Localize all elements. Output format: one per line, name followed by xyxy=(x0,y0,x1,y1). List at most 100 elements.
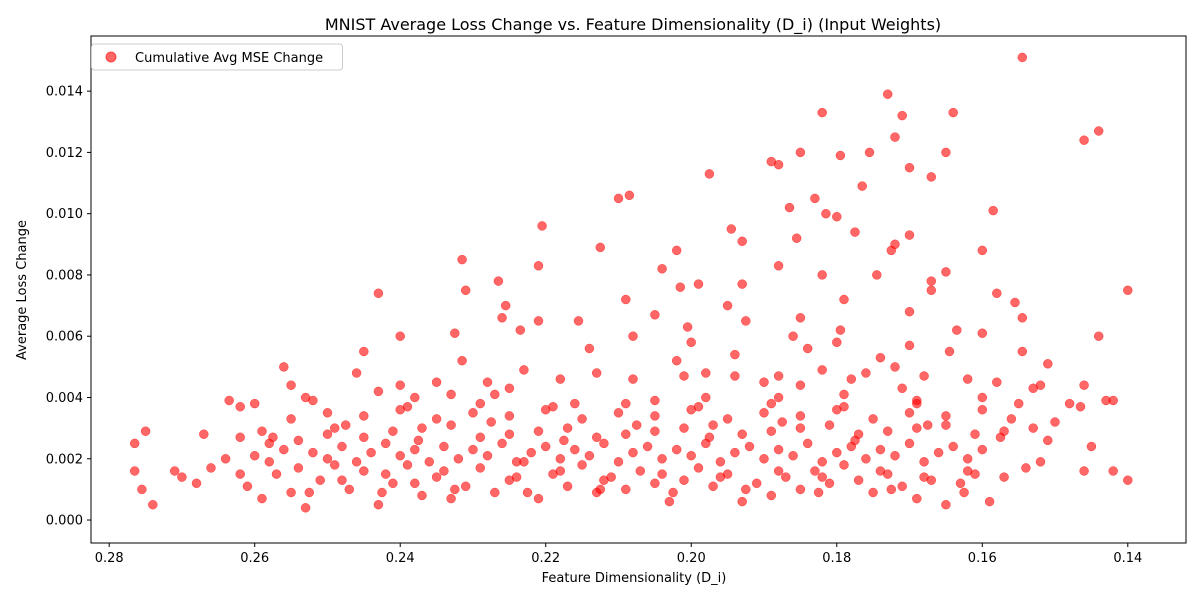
data-point xyxy=(737,279,747,289)
data-point xyxy=(1079,380,1089,390)
data-point xyxy=(919,472,929,482)
data-point xyxy=(570,398,580,409)
data-point xyxy=(359,466,369,476)
data-point xyxy=(613,408,624,418)
data-point xyxy=(1093,126,1104,136)
data-point xyxy=(817,270,827,280)
data-point xyxy=(490,389,500,400)
data-point xyxy=(810,466,820,476)
data-point xyxy=(1021,463,1031,473)
data-point xyxy=(562,423,573,433)
data-point xyxy=(926,285,937,296)
data-point xyxy=(519,365,529,375)
data-point xyxy=(271,469,282,479)
data-point xyxy=(741,484,751,495)
data-point xyxy=(657,454,667,464)
data-point xyxy=(992,377,1002,387)
data-point xyxy=(904,438,915,449)
data-point xyxy=(482,450,493,461)
chart-title: MNIST Average Loss Change vs. Feature Di… xyxy=(325,15,941,35)
data-point xyxy=(701,368,711,378)
y-tick-label: 0.012 xyxy=(46,146,83,161)
data-point xyxy=(351,368,362,378)
data-point xyxy=(562,481,573,492)
data-point xyxy=(882,89,893,99)
data-point xyxy=(984,496,995,507)
data-point xyxy=(460,481,471,492)
data-point xyxy=(886,245,897,256)
data-point xyxy=(570,444,580,455)
data-point xyxy=(431,377,442,387)
data-point xyxy=(933,447,944,458)
data-point xyxy=(468,444,478,455)
data-point xyxy=(500,300,511,311)
data-point xyxy=(286,380,296,390)
data-point xyxy=(904,408,915,418)
data-point xyxy=(380,438,391,449)
x-tick-label: 0.22 xyxy=(531,551,560,566)
data-point xyxy=(839,460,849,470)
y-tick-label: 0.006 xyxy=(46,330,83,345)
data-point xyxy=(904,162,915,173)
data-point xyxy=(795,423,806,433)
data-point xyxy=(1108,466,1118,476)
data-point xyxy=(944,346,955,357)
data-point xyxy=(410,444,420,455)
data-point xyxy=(668,487,678,498)
x-tick-label: 0.18 xyxy=(822,551,851,566)
data-point xyxy=(693,463,704,473)
data-point xyxy=(373,288,384,299)
data-point xyxy=(373,499,384,510)
data-point xyxy=(904,230,915,240)
legend-marker xyxy=(105,51,117,63)
data-point xyxy=(744,441,755,452)
data-point xyxy=(631,420,642,430)
y-tick-label: 0.002 xyxy=(46,452,83,467)
data-point xyxy=(417,490,427,501)
data-point xyxy=(722,414,733,424)
data-point xyxy=(904,306,915,317)
data-point xyxy=(664,496,675,507)
data-point xyxy=(1006,414,1017,424)
data-point xyxy=(220,454,231,464)
data-point xyxy=(573,316,584,326)
data-point xyxy=(795,484,806,495)
data-point xyxy=(191,478,202,489)
data-point xyxy=(395,380,405,390)
data-point xyxy=(475,432,486,443)
data-point xyxy=(832,337,842,348)
data-point xyxy=(773,261,784,271)
data-point xyxy=(788,450,798,461)
x-tick-label: 0.16 xyxy=(968,551,997,566)
plot-frame xyxy=(90,35,1187,544)
data-point xyxy=(897,481,907,492)
data-point xyxy=(137,484,147,495)
data-point xyxy=(766,398,777,409)
data-point xyxy=(457,254,467,265)
data-point xyxy=(293,435,304,446)
data-point xyxy=(249,398,260,409)
data-point xyxy=(962,466,973,476)
data-point xyxy=(1028,383,1038,394)
data-point xyxy=(584,450,595,461)
x-tick-label: 0.14 xyxy=(1113,551,1142,566)
data-point xyxy=(650,310,660,320)
data-point xyxy=(264,457,275,467)
data-point xyxy=(490,487,500,498)
data-point xyxy=(919,457,929,467)
data-point xyxy=(693,401,704,412)
data-point xyxy=(329,423,340,433)
x-tick-label: 0.20 xyxy=(677,551,706,566)
data-point xyxy=(962,454,973,464)
data-point xyxy=(671,245,682,256)
data-point xyxy=(686,337,696,348)
data-point xyxy=(1043,359,1053,369)
data-point xyxy=(1028,423,1038,433)
data-point xyxy=(613,457,624,467)
legend-box xyxy=(91,43,343,71)
data-point xyxy=(919,371,929,381)
data-point xyxy=(268,432,278,443)
y-tick-label: 0.000 xyxy=(46,514,83,529)
data-point xyxy=(533,426,544,436)
